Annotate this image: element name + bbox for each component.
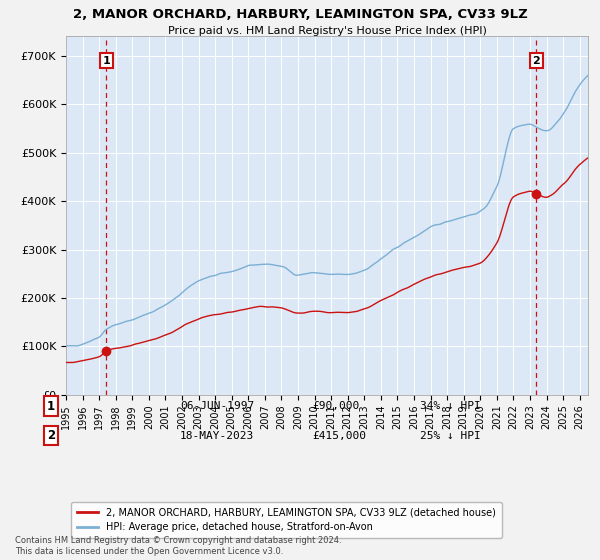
Text: 25% ↓ HPI: 25% ↓ HPI (420, 431, 481, 441)
Title: Price paid vs. HM Land Registry's House Price Index (HPI): Price paid vs. HM Land Registry's House … (167, 26, 487, 36)
Text: 18-MAY-2023: 18-MAY-2023 (180, 431, 254, 441)
Text: 1: 1 (47, 399, 55, 413)
Text: 2, MANOR ORCHARD, HARBURY, LEAMINGTON SPA, CV33 9LZ: 2, MANOR ORCHARD, HARBURY, LEAMINGTON SP… (73, 8, 527, 21)
Text: 34% ↓ HPI: 34% ↓ HPI (420, 401, 481, 411)
Text: 1: 1 (103, 55, 110, 66)
Text: 2: 2 (532, 55, 540, 66)
Text: 06-JUN-1997: 06-JUN-1997 (180, 401, 254, 411)
Text: £415,000: £415,000 (312, 431, 366, 441)
Legend: 2, MANOR ORCHARD, HARBURY, LEAMINGTON SPA, CV33 9LZ (detached house), HPI: Avera: 2, MANOR ORCHARD, HARBURY, LEAMINGTON SP… (71, 502, 502, 538)
Text: 2: 2 (47, 429, 55, 442)
Text: £90,000: £90,000 (312, 401, 359, 411)
Text: Contains HM Land Registry data © Crown copyright and database right 2024.
This d: Contains HM Land Registry data © Crown c… (15, 536, 341, 556)
